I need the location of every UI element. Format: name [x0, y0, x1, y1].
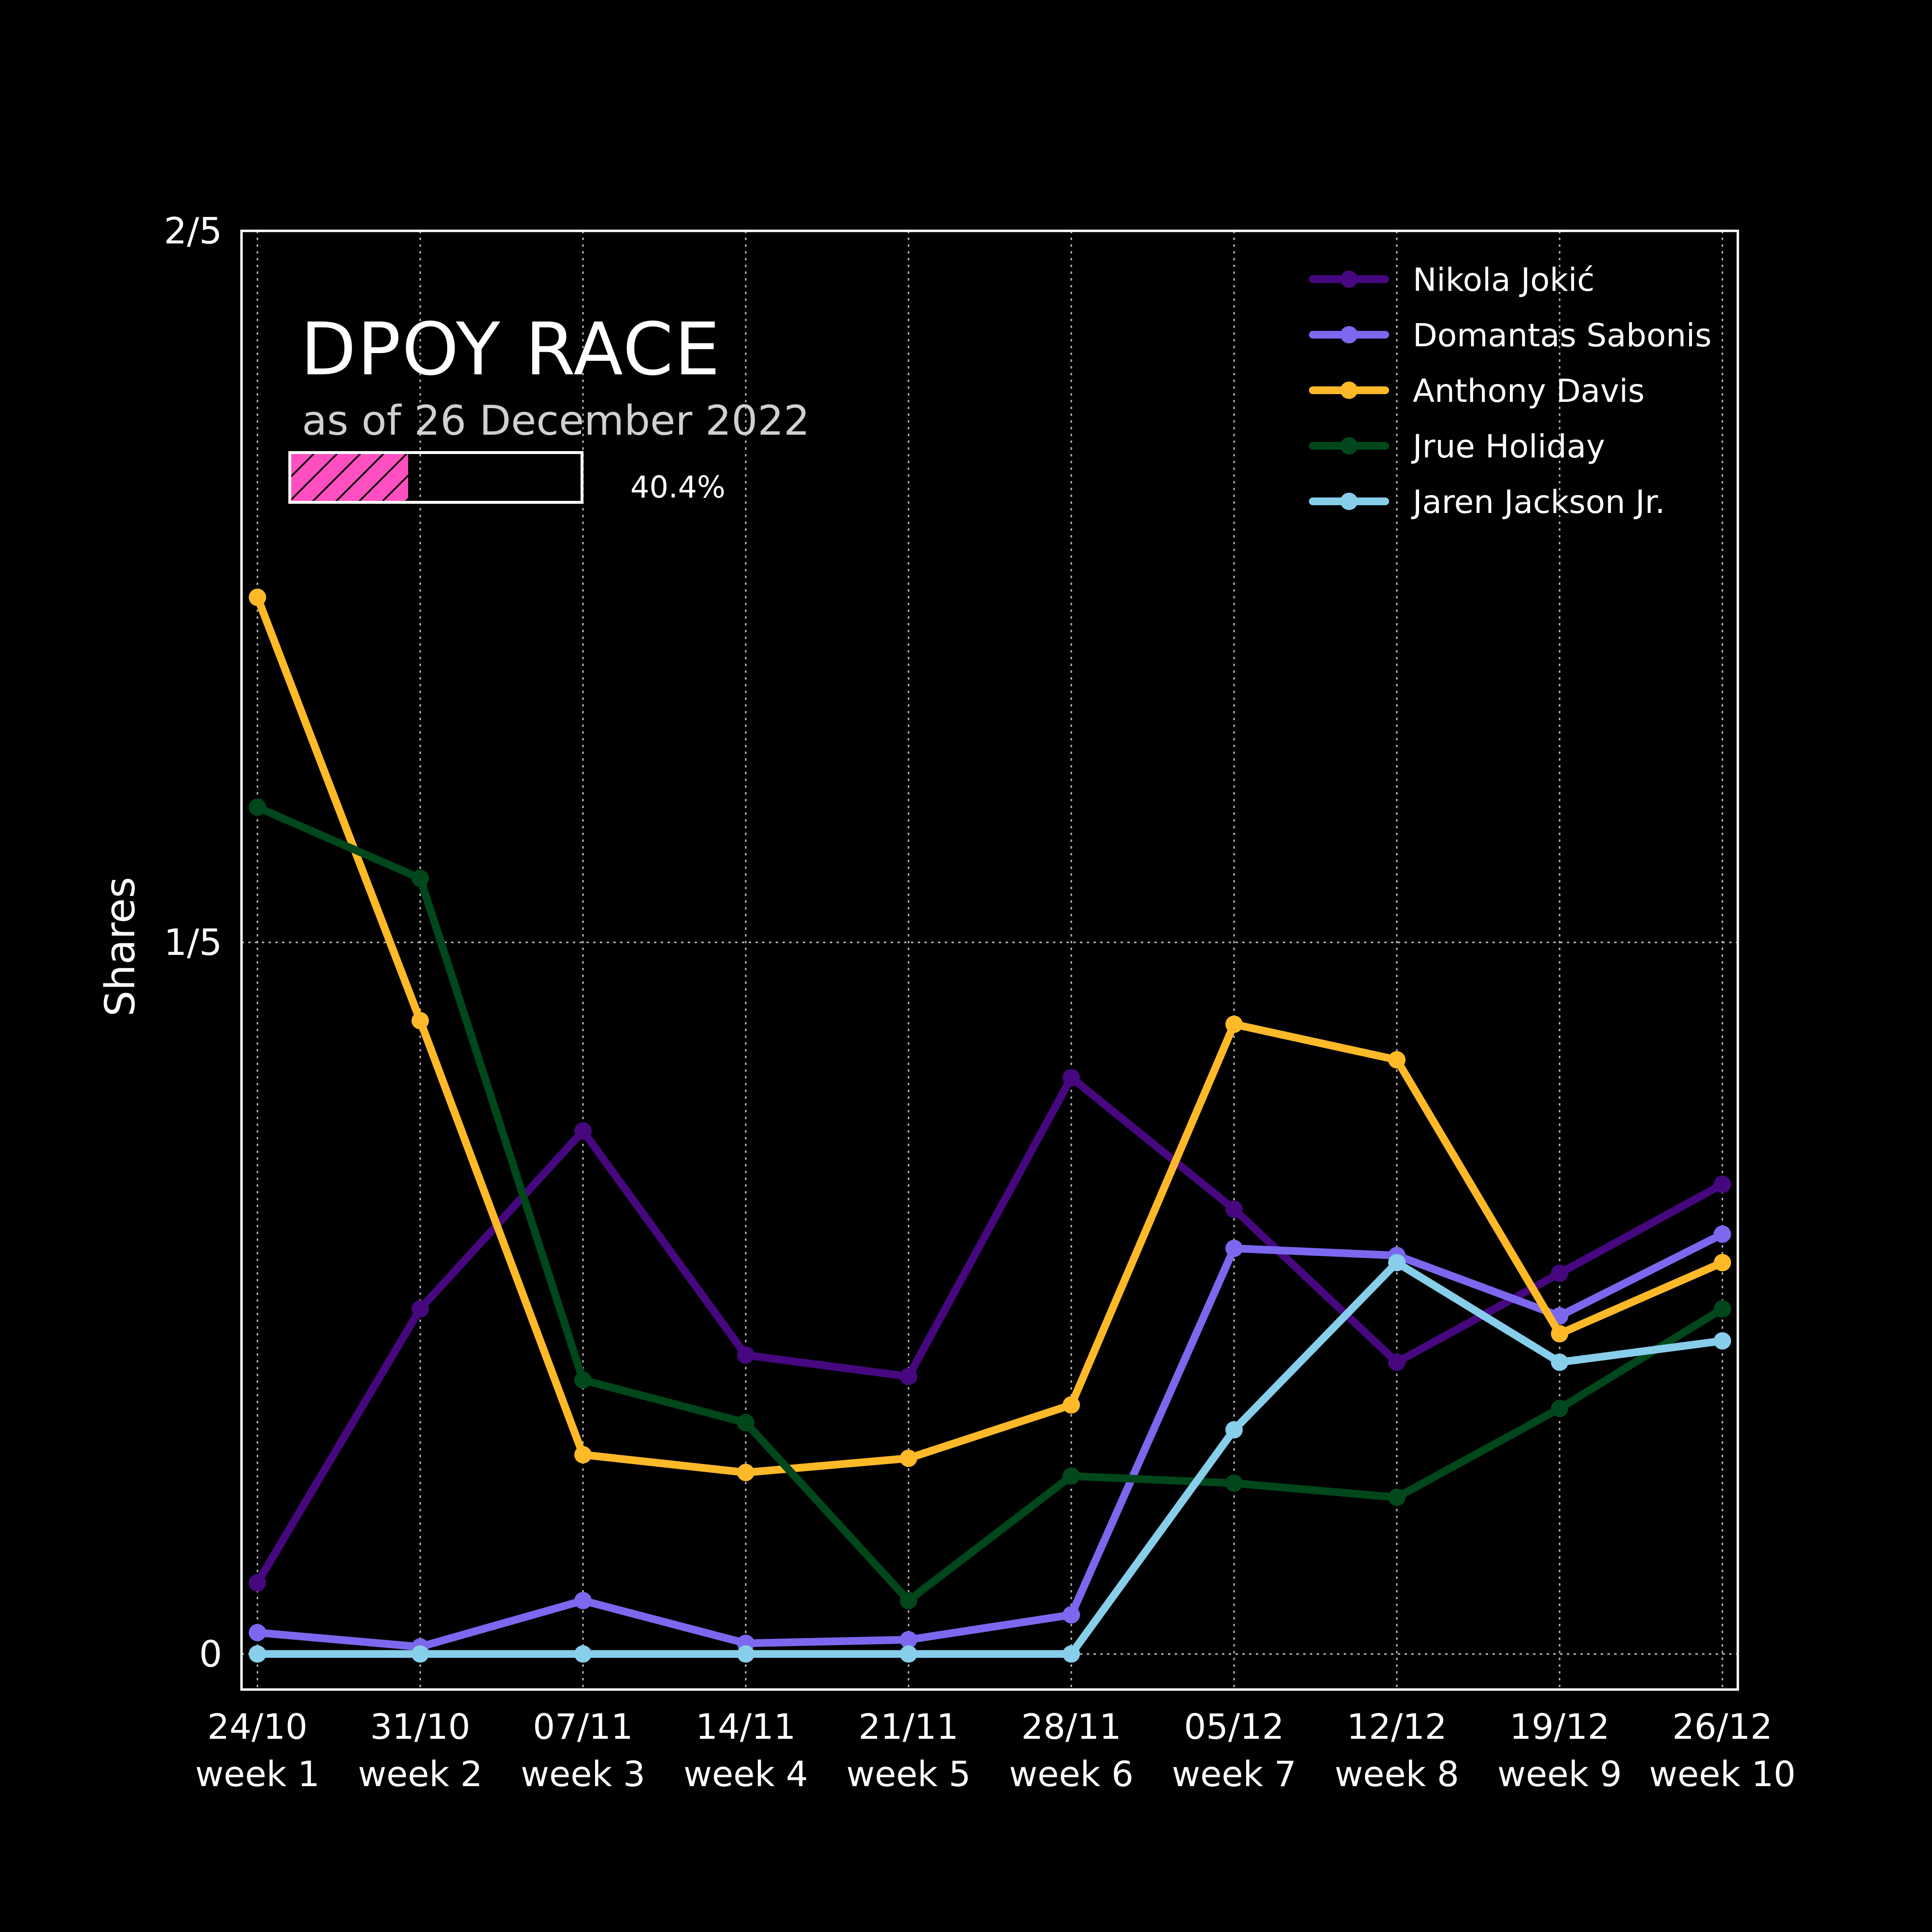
data-point [1225, 1015, 1243, 1033]
data-point [574, 1645, 592, 1663]
data-point [249, 588, 266, 606]
data-point [1551, 1400, 1568, 1418]
data-point [1714, 1176, 1731, 1193]
legend-marker [1340, 493, 1358, 510]
data-point [1063, 1396, 1080, 1414]
x-tick-label: 26/12 week 10 [1649, 1706, 1796, 1794]
x-tick-label: 24/10 week 1 [195, 1706, 320, 1794]
data-point [1225, 1239, 1243, 1257]
x-tick-label: 14/11 week 4 [683, 1706, 808, 1794]
data-point [1551, 1325, 1568, 1343]
data-point [1225, 1421, 1243, 1439]
series-nikola-joki- [249, 1069, 1731, 1592]
series-line [254, 593, 1726, 1477]
data-point [249, 1645, 266, 1663]
data-point [900, 1367, 917, 1385]
legend-item: Anthony Davis [1309, 372, 1645, 410]
data-point [1063, 1645, 1080, 1663]
x-tick-label: 12/12 week 8 [1335, 1706, 1459, 1794]
data-point [574, 1122, 592, 1140]
series-anthony-davis [249, 588, 1731, 1481]
data-point [900, 1631, 917, 1648]
x-ticks: 24/10 week 1 31/10 week 2 07/11 week 3 14/11 we… [195, 1706, 1796, 1794]
series-jaren-jackson-jr- [249, 1254, 1731, 1663]
legend-marker [1340, 437, 1358, 455]
data-point [1714, 1254, 1731, 1272]
chart-subtitle: as of 26 December 2022 [302, 397, 810, 445]
data-point [249, 1624, 266, 1642]
legend-label: Jaren Jackson Jr. [1411, 483, 1665, 521]
data-point [1714, 1225, 1731, 1243]
legend-label: Jrue Holiday [1411, 428, 1605, 465]
data-point [1225, 1474, 1243, 1492]
data-point [1063, 1069, 1080, 1087]
x-tick-label: 21/11 week 5 [846, 1706, 971, 1794]
data-point [1551, 1264, 1568, 1282]
series-line [254, 1259, 1726, 1658]
x-tick-label: 19/12 week 9 [1497, 1706, 1622, 1794]
data-point [1714, 1300, 1731, 1318]
data-point [574, 1371, 592, 1389]
legend: Nikola Jokić Domantas Sabonis Anthony Davi… [1309, 261, 1712, 521]
legend-label: Anthony Davis [1413, 372, 1645, 410]
data-point [737, 1645, 754, 1663]
data-point [900, 1591, 917, 1609]
x-tick-label: 31/10 week 2 [358, 1706, 483, 1794]
data-point [412, 1645, 429, 1663]
data-point [1063, 1467, 1080, 1485]
legend-item: Jrue Holiday [1309, 428, 1605, 465]
legend-label: Domantas Sabonis [1413, 317, 1712, 354]
x-tick-label: 28/11 week 6 [1009, 1706, 1134, 1794]
y-ticks: 0 1/5 2/5 [164, 210, 222, 1675]
legend-marker [1340, 270, 1358, 288]
data-point [1388, 1051, 1406, 1069]
series-group [249, 588, 1731, 1663]
data-point [1388, 1353, 1406, 1371]
data-point [737, 1414, 754, 1432]
data-point [1714, 1332, 1731, 1350]
data-point [249, 798, 266, 816]
y-axis-label: Shares [97, 877, 144, 1017]
chart-title: DPOY RACE [300, 308, 721, 392]
series-jrue-holiday [249, 798, 1731, 1609]
progress-label: 40.4% [630, 469, 725, 505]
series-line [254, 803, 1726, 1605]
y-tick-label: 0 [199, 1633, 222, 1675]
progress-fill [291, 454, 408, 501]
data-point [1388, 1489, 1406, 1506]
data-point [574, 1446, 592, 1463]
progress-bar [288, 451, 583, 504]
data-point [1063, 1606, 1080, 1624]
data-point [737, 1346, 754, 1364]
series-line [254, 1230, 1726, 1651]
data-point [1551, 1353, 1568, 1371]
data-point [1388, 1254, 1406, 1272]
data-point [412, 1300, 429, 1318]
x-tick-label: 05/12 week 7 [1172, 1706, 1296, 1794]
data-point [900, 1449, 917, 1467]
legend-item: Jaren Jackson Jr. [1309, 483, 1665, 521]
data-point [412, 869, 429, 887]
legend-label: Nikola Jokić [1413, 261, 1594, 298]
legend-item: Domantas Sabonis [1309, 317, 1712, 354]
data-point [249, 1574, 266, 1592]
plot-frame [240, 229, 1739, 1691]
legend-item: Nikola Jokić [1309, 261, 1594, 298]
x-tick-label: 07/11 week 3 [521, 1706, 645, 1794]
legend-marker [1340, 382, 1358, 399]
series-line [254, 1074, 1726, 1587]
data-point [900, 1645, 917, 1663]
y-tick-label: 1/5 [164, 921, 222, 964]
y-tick-label: 2/5 [164, 210, 222, 252]
data-point [412, 1012, 429, 1030]
data-point [737, 1463, 754, 1481]
data-point [574, 1591, 592, 1609]
legend-marker [1340, 326, 1358, 343]
data-point [1225, 1200, 1243, 1218]
